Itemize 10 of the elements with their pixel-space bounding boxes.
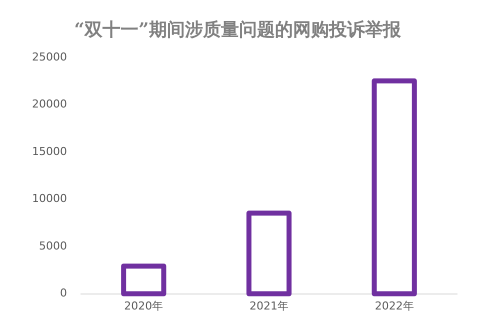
chart-title: “双十一”期间涉质量问题的网购投诉举报 [74, 19, 402, 40]
x-tick-label: 2020年 [124, 299, 164, 312]
y-tick-label: 15000 [32, 144, 67, 158]
y-tick-label: 5000 [38, 239, 67, 252]
x-tick-label: 2022年 [374, 299, 414, 312]
y-tick-label: 0 [60, 286, 67, 300]
x-tick-label: 2021年 [249, 299, 288, 312]
y-tick-label: 20000 [32, 98, 67, 111]
y-tick-label: 25000 [32, 50, 67, 64]
y-tick-label: 10000 [32, 192, 67, 206]
